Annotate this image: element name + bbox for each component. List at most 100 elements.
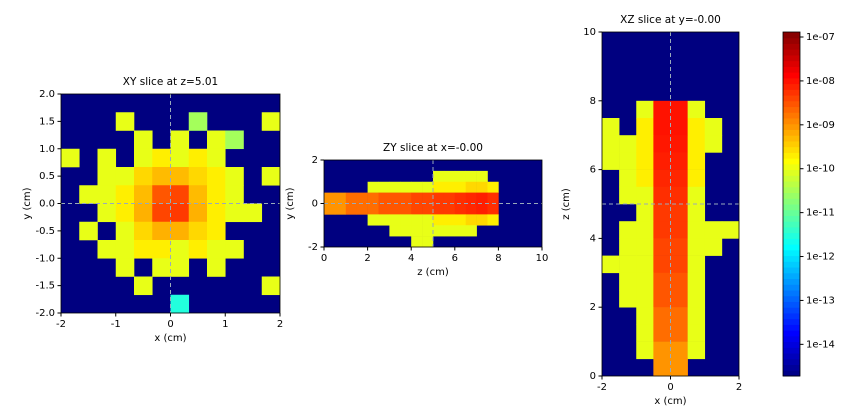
cell	[636, 341, 654, 360]
cell	[687, 272, 706, 291]
colorbar-step	[783, 77, 800, 85]
colorbar-step	[783, 290, 800, 297]
cell	[653, 135, 671, 153]
y-tick-label: 2	[312, 155, 318, 166]
cell	[225, 203, 244, 223]
colorbar-step	[783, 135, 800, 142]
colorbar-step	[783, 163, 800, 171]
cell	[324, 203, 336, 215]
cell	[356, 192, 368, 204]
cell	[619, 152, 637, 170]
cell	[433, 214, 445, 226]
cell	[487, 214, 499, 226]
cell	[152, 203, 171, 223]
cell	[670, 169, 688, 188]
cell	[170, 203, 190, 223]
cell	[602, 118, 620, 136]
cell	[433, 181, 445, 193]
cell	[433, 225, 445, 237]
cell	[207, 148, 226, 168]
colorbar-step	[783, 89, 800, 96]
cell	[636, 152, 654, 170]
cell	[653, 118, 671, 136]
cell	[476, 214, 488, 226]
cell	[422, 225, 434, 237]
cell	[152, 148, 171, 168]
colorbar-step	[783, 204, 800, 211]
cell	[261, 276, 281, 296]
cell	[411, 214, 423, 226]
cell	[79, 185, 98, 204]
cell	[653, 238, 671, 256]
cell	[687, 238, 706, 256]
cell	[454, 203, 466, 215]
cell	[443, 170, 456, 183]
cell	[619, 255, 637, 274]
cell	[687, 100, 706, 119]
colorbar-step	[783, 129, 800, 136]
cell	[115, 203, 135, 223]
cell	[465, 181, 477, 193]
cell	[653, 255, 671, 274]
colorbar-step	[783, 118, 800, 125]
x-tick-label: 10	[536, 253, 549, 264]
colorbar-step	[783, 341, 800, 348]
cell	[433, 170, 445, 183]
cell	[670, 358, 688, 377]
cell	[422, 192, 434, 204]
cell	[443, 203, 456, 215]
cell	[188, 240, 208, 259]
colorbar-tick-label: 1e-14	[806, 339, 835, 350]
cell	[411, 181, 423, 193]
cell	[170, 240, 190, 259]
cell	[636, 272, 654, 291]
x-tick-label: 2	[736, 382, 742, 393]
cell	[115, 185, 135, 204]
colorbar-step	[783, 106, 800, 113]
cell	[687, 290, 706, 308]
cell	[400, 225, 412, 237]
colorbar-step	[783, 267, 800, 274]
cell	[433, 203, 445, 215]
cell	[378, 181, 390, 193]
y-tick-label: -1.0	[35, 253, 55, 264]
cell	[97, 203, 117, 223]
cell	[670, 100, 688, 119]
cell	[400, 181, 412, 193]
colorbar-tick-label: 1e-13	[806, 295, 835, 306]
cell	[411, 203, 423, 215]
cell	[670, 272, 688, 291]
colorbar-step	[783, 192, 800, 199]
cell	[687, 341, 706, 360]
cell	[619, 221, 637, 239]
cell	[225, 240, 244, 259]
colorbar-step	[783, 226, 800, 234]
cell	[188, 203, 208, 223]
y-tick-label: 2	[590, 302, 596, 313]
colorbar-tick-label: 1e-12	[806, 252, 835, 263]
cell	[378, 214, 390, 226]
colorbar-step	[783, 43, 800, 50]
cell	[345, 203, 357, 215]
cell	[134, 240, 153, 259]
cell	[465, 170, 477, 183]
x-tick-label: 0	[667, 382, 673, 393]
cell	[653, 221, 671, 239]
cell	[487, 192, 499, 204]
colorbar-step	[783, 353, 800, 360]
x-tick-label: -2	[56, 319, 66, 330]
cell	[134, 221, 153, 241]
colorbar-step	[783, 66, 800, 73]
chart-title: XY slice at z=5.01	[123, 76, 218, 88]
colorbar-step	[783, 95, 800, 102]
colorbar-step	[783, 152, 800, 159]
cell	[367, 203, 379, 215]
cell	[134, 276, 153, 296]
cell	[188, 167, 208, 186]
y-axis-label: z (cm)	[561, 188, 572, 220]
cell	[487, 181, 499, 193]
cell	[704, 238, 723, 256]
cell	[400, 214, 412, 226]
cell	[653, 307, 671, 325]
cell	[476, 203, 488, 215]
